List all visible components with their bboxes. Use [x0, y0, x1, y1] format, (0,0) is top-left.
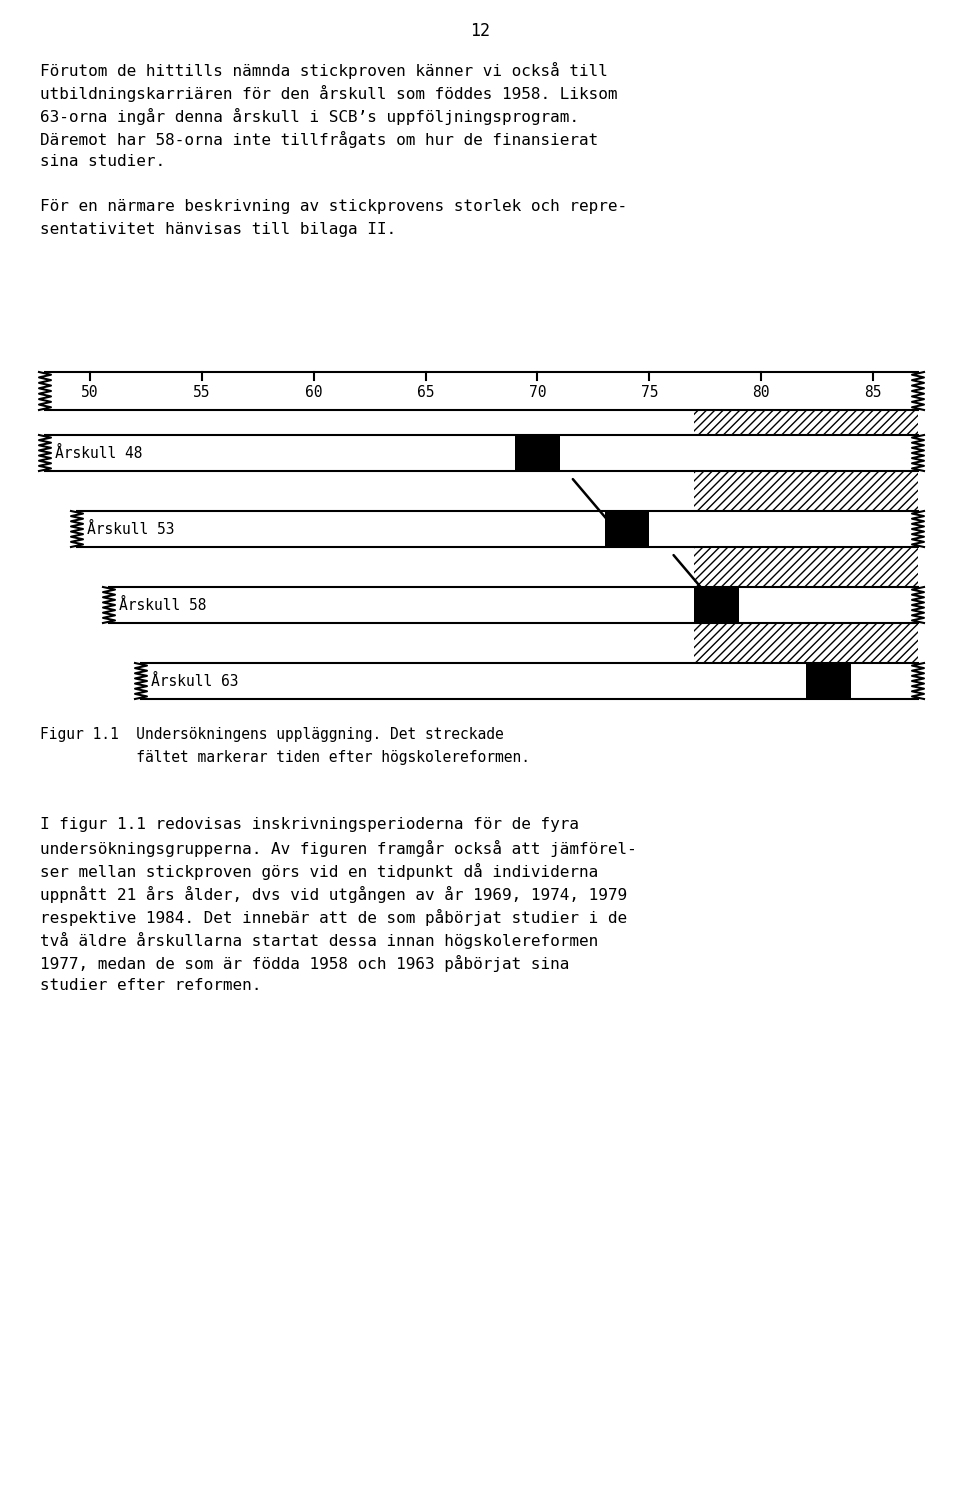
Text: 63-orna ingår denna årskull i SCB’s uppföljningsprogram.: 63-orna ingår denna årskull i SCB’s uppf… [40, 107, 579, 125]
Text: uppnått 21 års ålder, dvs vid utgången av år 1969, 1974, 1979: uppnått 21 års ålder, dvs vid utgången a… [40, 886, 627, 903]
Text: 80: 80 [753, 386, 770, 401]
Bar [109, 587, 918, 623]
Text: undersökningsgrupperna. Av figuren framgår också att jämförel-: undersökningsgrupperna. Av figuren framg… [40, 841, 636, 857]
Bar [694, 372, 918, 699]
Text: 12: 12 [470, 23, 490, 39]
Text: 1977, medan de som är födda 1958 och 1963 påbörjat sina: 1977, medan de som är födda 1958 och 196… [40, 956, 569, 972]
Text: Årskull 58: Årskull 58 [119, 597, 206, 612]
Text: 70: 70 [529, 386, 546, 401]
Text: utbildningskarriären för den årskull som föddes 1958. Liksom: utbildningskarriären för den årskull som… [40, 85, 617, 101]
Text: respektive 1984. Det innebär att de som påbörjat studier i de: respektive 1984. Det innebär att de som … [40, 909, 627, 925]
Text: Årskull 48: Årskull 48 [55, 446, 142, 461]
Text: 75: 75 [640, 386, 659, 401]
Text: 60: 60 [305, 386, 323, 401]
Text: För en närmare beskrivning av stickprovens storlek och repre-: För en närmare beskrivning av stickprove… [40, 200, 627, 215]
Text: 55: 55 [193, 386, 210, 401]
Bar [806, 662, 851, 699]
Bar [141, 662, 918, 699]
Text: Årskull 53: Årskull 53 [87, 522, 175, 537]
Bar [45, 372, 918, 410]
Text: Årskull 63: Årskull 63 [151, 673, 238, 688]
Bar [45, 435, 918, 472]
Text: Förutom de hittills nämnda stickproven känner vi också till: Förutom de hittills nämnda stickproven k… [40, 62, 608, 79]
Text: sentativitet hänvisas till bilaga II.: sentativitet hänvisas till bilaga II. [40, 222, 396, 237]
Text: 65: 65 [417, 386, 434, 401]
Text: två äldre årskullarna startat dessa innan högskolereformen: två äldre årskullarna startat dessa inna… [40, 931, 598, 950]
Bar [694, 587, 739, 623]
Bar [516, 435, 560, 472]
Bar [605, 511, 649, 547]
Text: ser mellan stickproven görs vid en tidpunkt då individerna: ser mellan stickproven görs vid en tidpu… [40, 863, 598, 880]
Text: fältet markerar tiden efter högskolereformen.: fältet markerar tiden efter högskolerefo… [40, 750, 530, 765]
Text: I figur 1.1 redovisas inskrivningsperioderna för de fyra: I figur 1.1 redovisas inskrivningsperiod… [40, 816, 579, 832]
Text: Däremot har 58-orna inte tillfrågats om hur de finansierat: Däremot har 58-orna inte tillfrågats om … [40, 132, 598, 148]
Text: Figur 1.1  Undersökningens uppläggning. Det streckade: Figur 1.1 Undersökningens uppläggning. D… [40, 727, 504, 742]
Text: studier efter reformen.: studier efter reformen. [40, 978, 261, 993]
Text: sina studier.: sina studier. [40, 154, 165, 169]
Text: 85: 85 [865, 386, 882, 401]
Bar [77, 511, 918, 547]
Text: 50: 50 [81, 386, 99, 401]
